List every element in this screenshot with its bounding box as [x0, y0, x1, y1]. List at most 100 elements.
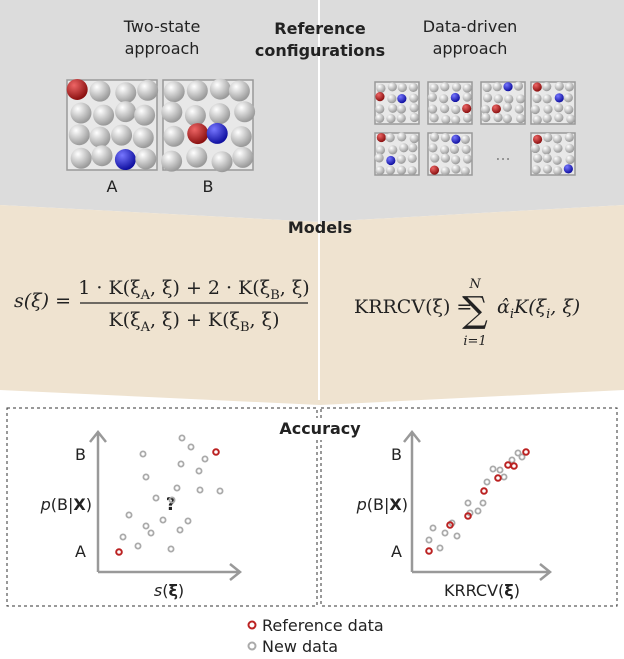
- eq-sub: A: [140, 288, 151, 303]
- label-part: ξ: [168, 581, 177, 600]
- config-label: A: [107, 177, 118, 196]
- sphere: [461, 144, 471, 154]
- legend-marker: [247, 620, 257, 630]
- sphere: [388, 103, 398, 113]
- header-left: approach: [125, 39, 200, 58]
- point: [446, 521, 454, 529]
- legend-marker: [247, 641, 257, 651]
- sphere: [564, 132, 574, 142]
- eq-part: K(ξ: [108, 309, 140, 331]
- sphere: [449, 144, 460, 154]
- eq-part: , ξ): [250, 309, 280, 331]
- sphere: [503, 82, 513, 92]
- sphere: [397, 94, 407, 104]
- point: [152, 494, 160, 502]
- sphere: [211, 151, 233, 173]
- sphere: [89, 80, 111, 102]
- point: [176, 526, 184, 534]
- eq-sub: A: [140, 320, 151, 335]
- sphere: [533, 153, 543, 163]
- sphere: [532, 115, 542, 125]
- eq-part: , ξ): [550, 296, 580, 318]
- sphere: [429, 165, 440, 175]
- eq-part: s(ξ) =: [14, 290, 71, 312]
- sphere: [543, 132, 553, 143]
- sphere: [502, 102, 512, 112]
- schematic-points: [115, 434, 530, 556]
- sum-upper: N: [468, 277, 481, 292]
- point: [115, 548, 123, 556]
- sphere: [532, 82, 542, 92]
- point: [178, 434, 186, 442]
- eq-sub: i: [546, 307, 550, 322]
- equation-numerator: 1 · K(ξA, ξ) + 2 · K(ξB, ξ): [78, 277, 309, 303]
- sphere: [409, 112, 420, 123]
- sphere: [396, 165, 407, 175]
- sphere: [408, 82, 418, 92]
- point: [480, 487, 488, 495]
- sphere: [516, 113, 526, 124]
- sphere: [89, 126, 111, 148]
- sphere: [516, 94, 526, 104]
- sphere: [440, 145, 450, 155]
- sphere: [481, 112, 491, 123]
- sphere: [374, 153, 384, 163]
- header-right: approach: [433, 39, 508, 58]
- sphere: [462, 154, 473, 164]
- sphere: [451, 155, 461, 165]
- sphere: [493, 94, 503, 104]
- sphere: [530, 104, 540, 115]
- sphere: [228, 80, 250, 102]
- sphere: [132, 127, 154, 149]
- sphere: [396, 104, 407, 114]
- point: [125, 511, 133, 519]
- sphere: [543, 104, 553, 114]
- eq-part: 1 · K(ξ: [78, 277, 140, 299]
- point: [474, 507, 482, 515]
- sphere: [396, 113, 406, 123]
- sphere: [542, 113, 552, 123]
- eq-part: α̂: [497, 296, 510, 318]
- sphere: [451, 82, 462, 92]
- sphere: [187, 123, 209, 145]
- point: [173, 484, 181, 492]
- accuracy-title: Accuracy: [279, 419, 361, 438]
- sphere: [462, 92, 472, 102]
- point: [168, 496, 176, 504]
- sphere: [135, 148, 157, 170]
- sphere: [566, 114, 576, 124]
- label-part: X: [389, 495, 402, 514]
- point: [167, 545, 175, 553]
- point: [464, 512, 472, 520]
- sphere: [440, 82, 450, 92]
- label-part: p: [356, 495, 367, 514]
- sphere: [115, 82, 137, 104]
- sphere: [462, 103, 472, 114]
- point: [483, 478, 491, 486]
- sphere: [230, 126, 252, 148]
- sphere: [553, 143, 563, 153]
- sphere: [114, 149, 136, 171]
- sphere: [482, 93, 493, 103]
- sphere: [386, 114, 396, 124]
- sphere: [161, 150, 183, 172]
- label-part: ): [402, 495, 408, 514]
- sphere: [186, 146, 208, 168]
- sphere: [563, 93, 573, 103]
- sphere: [542, 153, 552, 163]
- sphere: [375, 145, 386, 155]
- sphere: [532, 93, 542, 104]
- eq-part: , ξ): [280, 277, 310, 299]
- eq-sub: i: [510, 307, 514, 322]
- accuracy-box-left: [6, 407, 318, 607]
- sphere: [163, 125, 185, 147]
- point: [441, 529, 449, 537]
- header-center: Reference: [274, 19, 366, 38]
- sphere: [407, 153, 417, 164]
- sphere: [451, 115, 461, 125]
- point: [187, 443, 195, 451]
- sphere: [375, 165, 385, 176]
- sphere: [111, 124, 133, 146]
- sphere: [427, 92, 437, 102]
- point: [159, 516, 167, 524]
